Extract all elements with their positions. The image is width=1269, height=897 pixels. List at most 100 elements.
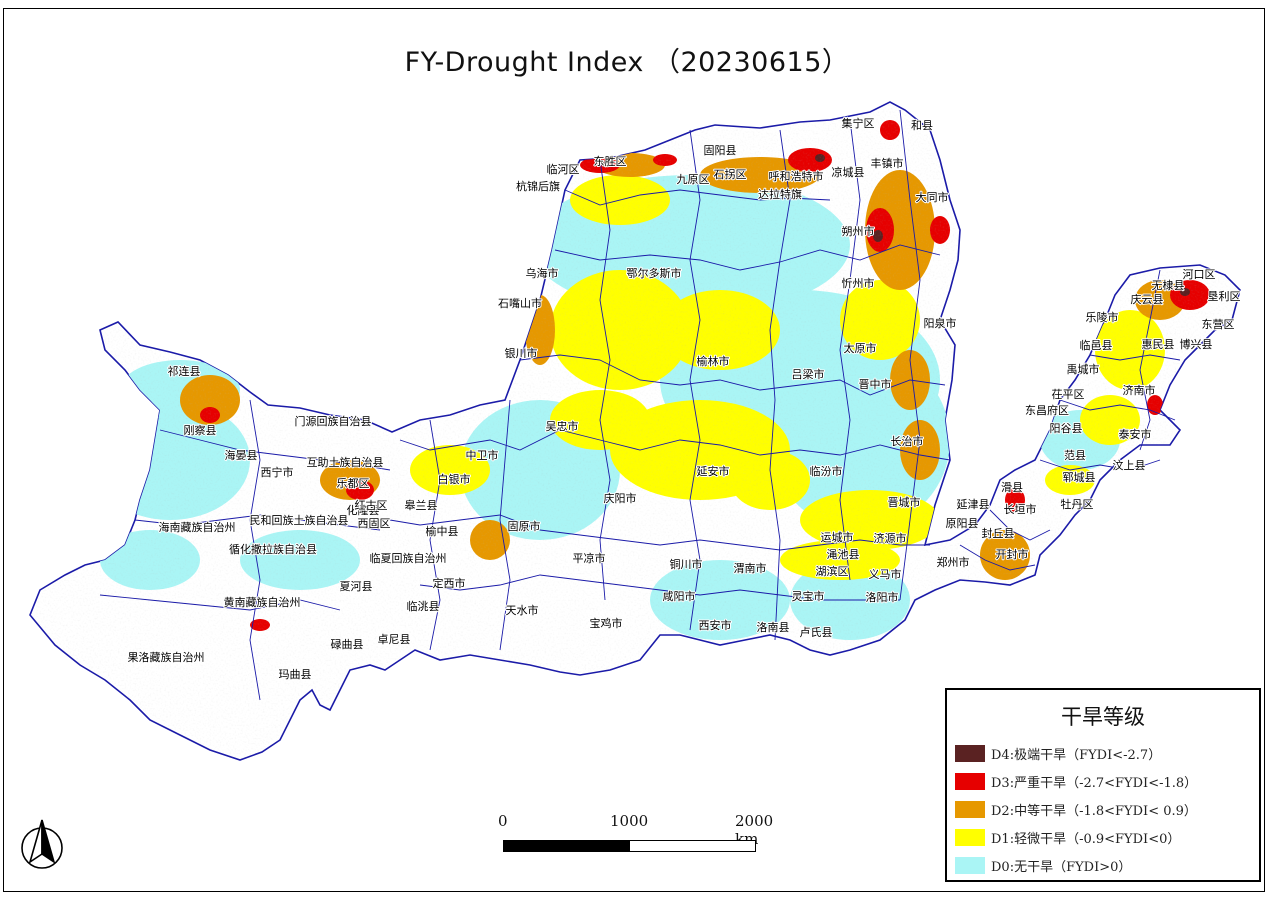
place-label: 长垣市 (1004, 502, 1037, 516)
place-label: 范县 (1064, 448, 1086, 462)
place-label: 延安市 (697, 464, 730, 478)
place-label: 固原市 (508, 519, 541, 533)
place-label: 海南藏族自治州 (159, 520, 236, 534)
place-label: 临洮县 (407, 599, 440, 613)
scale-label-0: 0 (498, 812, 508, 830)
legend-label-d0: D0:无干旱（FYDI>0） (991, 859, 1132, 875)
place-label: 乌海市 (526, 266, 559, 280)
place-label: 博兴县 (1180, 338, 1213, 351)
place-label: 铜川市 (670, 557, 703, 571)
place-label: 垦利区 (1208, 290, 1241, 303)
place-label: 禹城市 (1067, 362, 1100, 376)
scale-bar-black-segment (503, 840, 629, 852)
place-label: 门源回族自治县 (295, 414, 372, 428)
place-label: 牡丹区 (1061, 497, 1094, 511)
legend-label-d3: D3:严重干旱（-2.7<FYDI<-1.8） (991, 775, 1198, 791)
place-label: 石拐区 (714, 167, 747, 181)
place-label: 济南市 (1123, 383, 1156, 397)
place-label: 无棣县 (1152, 279, 1185, 292)
scale-bar: 0 1000 2000 km (495, 812, 795, 858)
legend-item-d3: D3:严重干旱（-2.7<FYDI<-1.8） (947, 767, 1259, 795)
place-label: 渭南市 (734, 561, 767, 575)
place-label: 石嘴山市 (498, 296, 542, 310)
place-label: 玛曲县 (279, 668, 312, 681)
place-label: 互助土族自治县 (307, 455, 384, 469)
place-label: 东营区 (1202, 317, 1235, 331)
place-label: 西安市 (699, 618, 732, 632)
place-label: 灵宝市 (792, 589, 825, 603)
place-label: 乐陵市 (1086, 310, 1119, 324)
place-label: 临汾市 (810, 464, 843, 478)
place-label: 郓城县 (1063, 471, 1096, 484)
place-label: 临河区 (547, 162, 580, 176)
place-label: 郑州市 (937, 555, 970, 569)
legend-title: 干旱等级 (1061, 705, 1145, 729)
place-label: 阳泉市 (924, 316, 957, 330)
place-label: 黄南藏族自治州 (224, 595, 301, 609)
legend-label-d1: D1:轻微干旱（-0.9<FYDI<0） (991, 831, 1181, 847)
place-label: 长治市 (891, 434, 924, 448)
place-label: 济源市 (874, 531, 907, 545)
place-label: 运城市 (821, 530, 854, 544)
place-label: 东胜区 (594, 154, 627, 168)
place-label: 民和回族土族自治县 (250, 513, 349, 527)
place-label: 天水市 (506, 603, 539, 617)
place-label: 东昌府区 (1025, 403, 1069, 417)
legend: 干旱等级 D4:极端干旱（FYDI<-2.7） D3:严重干旱（-2.7<FYD… (945, 688, 1261, 882)
map-title: FY-Drought Index （20230615） (404, 47, 850, 78)
place-label: 晋中市 (859, 377, 892, 391)
place-label: 鄂尔多斯市 (627, 266, 682, 280)
north-arrow-icon (21, 819, 63, 869)
place-label: 固阳县 (704, 144, 737, 157)
place-label: 乐都区 (337, 477, 370, 490)
place-label: 平凉市 (573, 551, 606, 565)
place-label: 洛阳市 (866, 590, 899, 604)
place-label: 中卫市 (466, 448, 499, 462)
place-label: 银川市 (505, 346, 538, 360)
legend-swatch-d4 (955, 744, 985, 762)
place-label: 滑县 (1001, 481, 1023, 494)
legend-swatch-d0 (955, 856, 985, 874)
place-label: 化隆县 (347, 503, 380, 517)
place-label: 九原区 (677, 173, 710, 186)
legend-item-d0: D0:无干旱（FYDI>0） (947, 851, 1259, 879)
place-label: 西固区 (358, 517, 391, 530)
place-label: 丰镇市 (871, 156, 904, 170)
place-label: 朔州市 (842, 224, 875, 238)
scale-label-1000: 1000 (610, 812, 649, 830)
place-label: 宝鸡市 (590, 616, 623, 630)
place-label: 碌曲县 (331, 638, 364, 651)
legend-swatch-d2 (955, 800, 985, 818)
place-label: 太原市 (844, 341, 877, 355)
place-label: 临邑县 (1080, 338, 1113, 352)
place-label: 定西市 (433, 576, 466, 590)
place-label: 和县 (911, 119, 933, 132)
place-label: 果洛藏族自治州 (128, 650, 205, 664)
place-label: 惠民县 (1142, 337, 1175, 351)
place-label: 杭锦后旗 (516, 179, 560, 193)
place-label: 刚察县 (184, 423, 217, 437)
place-label: 阳谷县 (1050, 422, 1083, 435)
place-label: 大同市 (916, 190, 949, 204)
place-label: 咸阳市 (663, 589, 696, 603)
place-label: 海晏县 (225, 448, 258, 462)
place-label: 西宁市 (261, 465, 294, 479)
place-label: 封丘县 (982, 526, 1015, 540)
place-label: 原阳县 (946, 517, 979, 530)
place-label: 义马市 (869, 567, 902, 581)
place-label: 吴忠市 (546, 419, 579, 433)
admin-boundaries (99, 109, 1181, 701)
place-label: 河口区 (1183, 268, 1216, 281)
place-label: 临夏回族自治州 (370, 551, 447, 565)
place-label: 洛南县 (757, 620, 790, 634)
place-label: 白银市 (438, 472, 471, 486)
place-label: 达拉特旗 (758, 187, 802, 201)
place-label: 祁连县 (168, 364, 201, 378)
place-label: 庆阳市 (604, 491, 637, 505)
place-label: 渑池县 (827, 548, 860, 561)
place-label: 湖滨区 (816, 564, 849, 578)
place-label: 集宁区 (842, 116, 875, 130)
place-label: 凉城县 (832, 165, 865, 179)
